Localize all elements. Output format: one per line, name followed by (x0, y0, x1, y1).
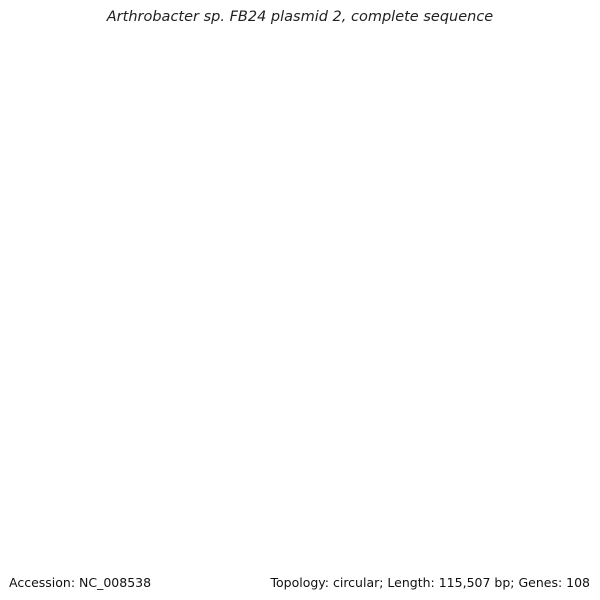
topology-text: Topology: circular; Length: 115,507 bp; … (270, 575, 591, 590)
map-title: Arthrobacter sp. FB24 plasmid 2, complet… (106, 9, 494, 25)
accession-text: Accession: NC_008538 (9, 575, 152, 590)
